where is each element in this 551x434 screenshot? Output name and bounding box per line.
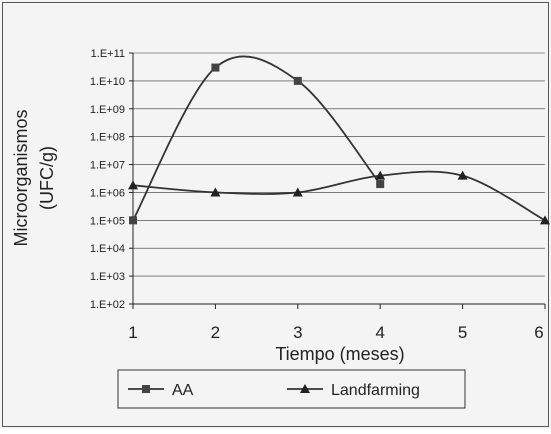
y-tick-label: 1.E+04 xyxy=(90,243,125,255)
y-tick-label: 1.E+09 xyxy=(90,104,125,116)
series-2-point xyxy=(457,170,468,180)
y-axis-label: Microorganismos xyxy=(11,109,31,246)
series-2-point xyxy=(375,170,386,180)
x-axis-label: Tiempo (meses) xyxy=(275,344,404,364)
y-tick-label: 1.E+02 xyxy=(90,299,125,311)
y-tick-label: 1.E+10 xyxy=(90,76,125,88)
y-axis-sublabel: (UFC/g) xyxy=(37,146,57,210)
y-tick-label: 1.E+06 xyxy=(90,187,125,199)
series-1-point xyxy=(211,63,220,72)
series-1-point xyxy=(293,76,302,85)
series-2-point xyxy=(540,215,550,225)
series-layer xyxy=(128,55,550,225)
y-tick-label: 1.E+11 xyxy=(91,48,125,60)
series-1-point xyxy=(376,180,385,189)
y-tick-label: 1.E+05 xyxy=(90,215,125,227)
legend-label-2: Landfarming xyxy=(331,382,420,399)
series-line-1 xyxy=(132,55,381,221)
legend-label-1: AA xyxy=(172,382,194,399)
y-ticks: 1.E+02 1.E+03 1.E+04 1.E+05 1.E+06 1.E+07 1.E+… xyxy=(90,48,133,311)
chart-border xyxy=(2,2,549,427)
x-tick-label: 2 xyxy=(211,323,220,342)
x-ticks: 1 2 3 4 5 6 xyxy=(128,304,546,342)
x-tick-label: 1 xyxy=(128,323,137,342)
legend-marker-1 xyxy=(142,385,150,393)
series-2-point xyxy=(210,187,221,197)
series-line-2 xyxy=(132,170,546,222)
series-1-point xyxy=(129,216,137,225)
x-tick-label: 5 xyxy=(458,323,467,342)
y-tick-label: 1.E+07 xyxy=(90,160,125,172)
series-2-point xyxy=(292,187,303,197)
x-tick-label: 3 xyxy=(293,323,302,342)
x-tick-label: 6 xyxy=(534,323,543,342)
y-tick-label: 1.E+08 xyxy=(90,132,125,144)
y-tick-label: 1.E+03 xyxy=(90,271,125,283)
legend: AA Landfarming xyxy=(117,369,466,409)
legend-box xyxy=(117,369,466,409)
x-tick-label: 4 xyxy=(375,323,384,342)
series-2-point xyxy=(128,180,138,190)
legend-marker-2 xyxy=(300,384,310,393)
